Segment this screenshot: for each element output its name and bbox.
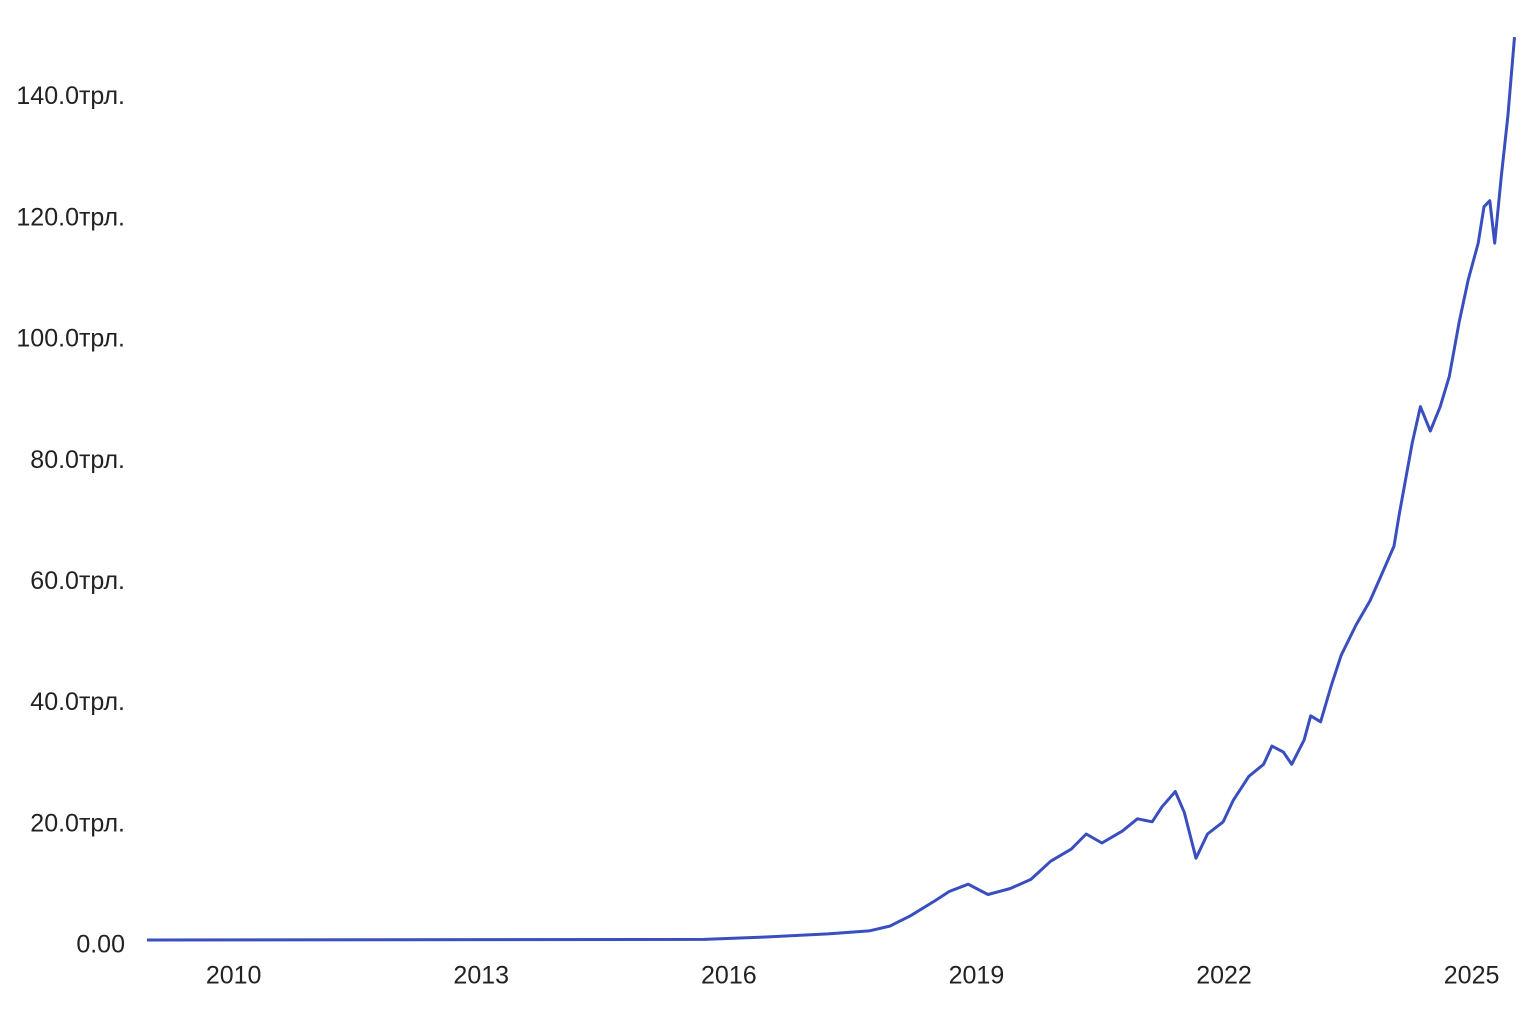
y-tick-label: 120.0трл. (16, 203, 125, 231)
y-tick-label: 20.0трл. (30, 809, 125, 837)
y-tick-label: 140.0трл. (16, 82, 125, 110)
x-tick-label: 2013 (453, 962, 509, 990)
line-series (146, 36, 1516, 942)
y-tick-label: 80.0трл. (30, 446, 125, 474)
y-tick-label: 0.00 (76, 931, 125, 959)
x-tick-label: 2019 (949, 962, 1005, 990)
y-tick-label: 40.0трл. (30, 688, 125, 716)
y-tick-label: 100.0трл. (16, 325, 125, 353)
y-tick-label: 60.0трл. (30, 567, 125, 595)
x-tick-label: 2010 (206, 962, 262, 990)
x-tick-label: 2016 (701, 962, 757, 990)
x-tick-label: 2025 (1444, 962, 1500, 990)
x-tick-label: 2022 (1196, 962, 1252, 990)
